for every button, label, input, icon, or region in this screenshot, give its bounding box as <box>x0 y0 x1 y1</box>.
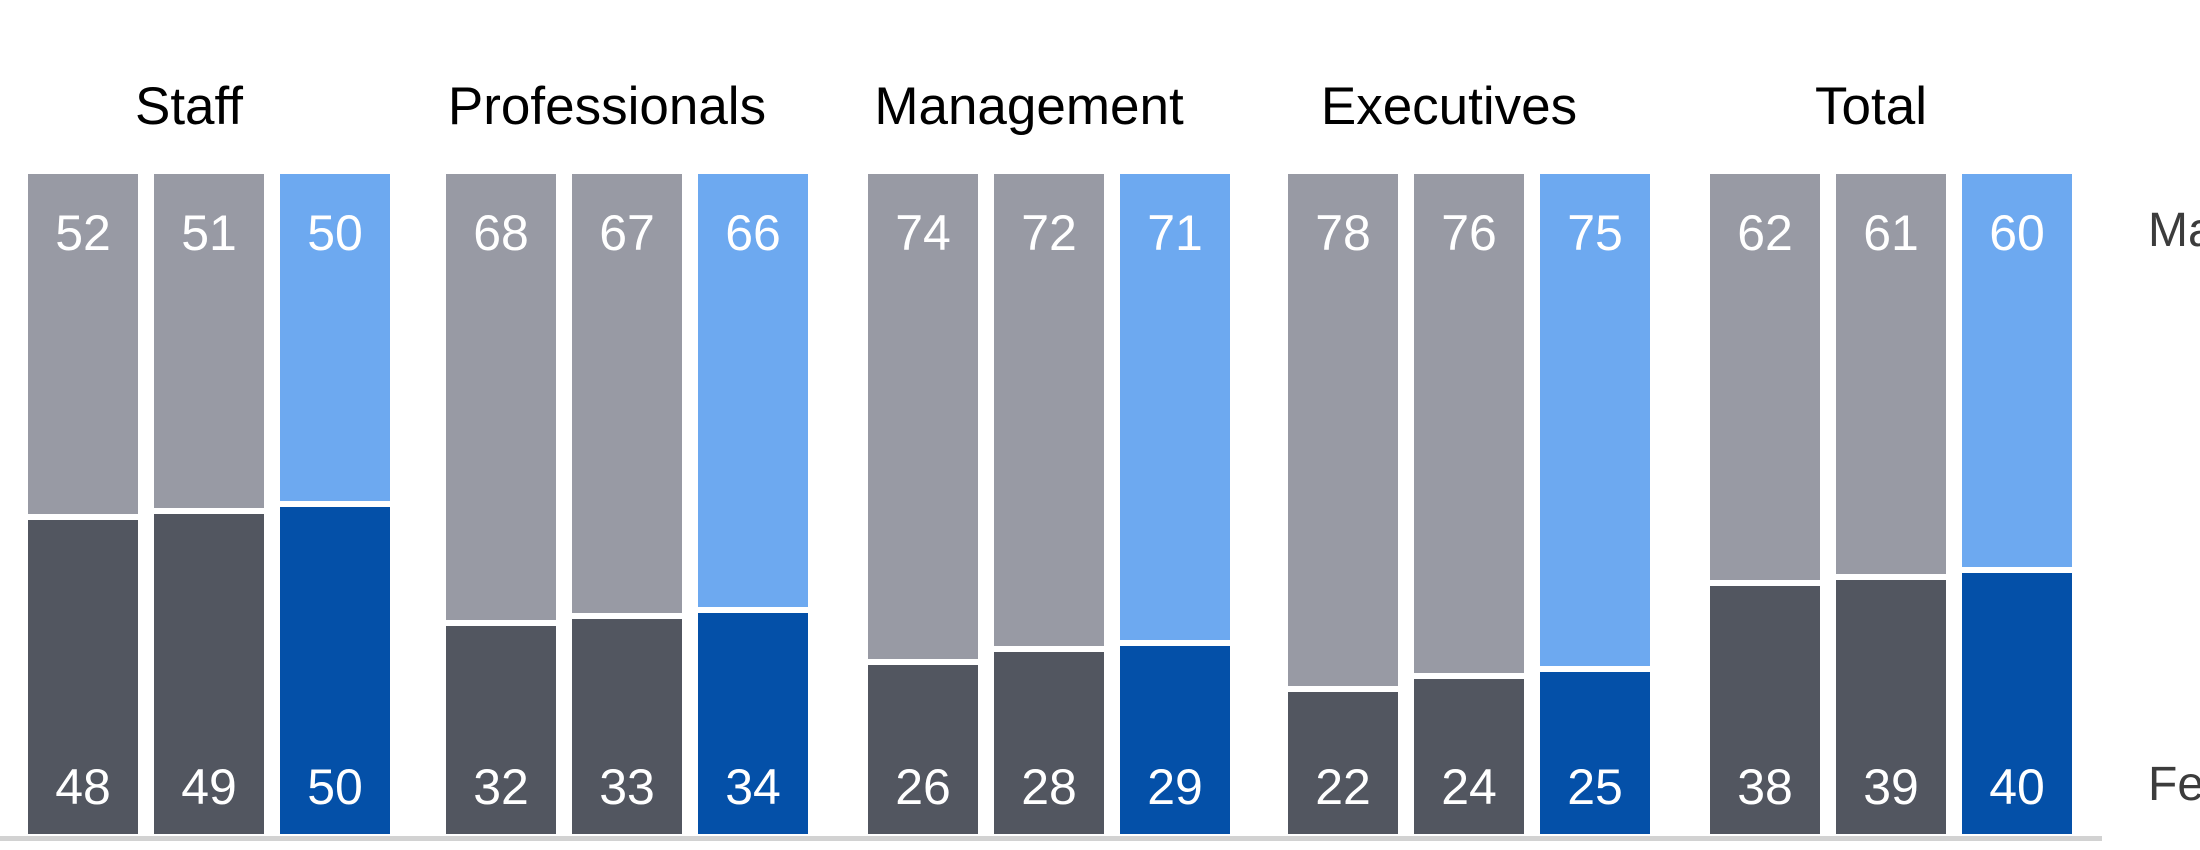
value-label-female: 49 <box>181 758 237 815</box>
category-title-staff: Staff <box>134 77 244 136</box>
value-label-female: 38 <box>1737 758 1793 815</box>
segment-female: 48 <box>28 517 138 834</box>
segment-male: 78 <box>1288 174 1398 689</box>
value-label-female: 25 <box>1567 759 1623 815</box>
value-label-female: 34 <box>725 758 781 815</box>
segment-male: 67 <box>572 174 682 617</box>
segment-male: 60 <box>1962 174 2072 570</box>
segment-female: 38 <box>1710 583 1820 834</box>
value-label-female: 26 <box>895 758 951 815</box>
segment-female: 33 <box>572 616 682 834</box>
series-label-male: Male <box>2148 204 2200 257</box>
segment-male: 72 <box>994 174 1104 650</box>
segment-male: 51 <box>154 174 264 511</box>
series-label-female: Female <box>2148 758 2200 811</box>
segment-male: 74 <box>868 174 978 663</box>
segment-male: 62 <box>1710 174 1820 584</box>
category-title-total: Total <box>1815 77 1927 136</box>
segment-female: 22 <box>1288 688 1398 834</box>
segment-female: 25 <box>1540 669 1650 834</box>
segment-male: 50 <box>280 174 390 504</box>
category-title-professionals: Professionals <box>447 77 767 136</box>
value-label-female: 48 <box>55 758 111 815</box>
value-label-male: 76 <box>1441 205 1497 261</box>
value-label-male: 75 <box>1567 205 1623 261</box>
value-label-male: 78 <box>1315 205 1371 261</box>
segment-female: 50 <box>280 504 390 834</box>
segment-male: 61 <box>1836 174 1946 577</box>
value-label-male: 68 <box>473 205 529 261</box>
value-label-male: 52 <box>55 205 111 261</box>
bar-executives-1: 78 22 <box>1288 174 1398 834</box>
bar-executives-3: 75 25 <box>1540 174 1650 834</box>
segment-female: 49 <box>154 510 264 834</box>
value-label-female: 24 <box>1441 758 1497 815</box>
value-label-female: 39 <box>1863 758 1919 815</box>
segment-female: 34 <box>698 609 808 834</box>
bar-management-1: 74 26 <box>868 174 978 834</box>
value-label-female: 22 <box>1315 758 1371 815</box>
value-label-female: 50 <box>307 759 363 815</box>
bar-management-3: 71 29 <box>1120 174 1230 834</box>
segment-male: 68 <box>446 174 556 623</box>
bar-total-3: 60 40 <box>1962 174 2072 834</box>
bar-professionals-1: 68 32 <box>446 174 556 834</box>
value-label-female: 28 <box>1021 758 1077 815</box>
segment-male: 76 <box>1414 174 1524 676</box>
bar-total-1: 62 38 <box>1710 174 1820 834</box>
category-title-management: Management <box>874 77 1184 136</box>
segment-male: 71 <box>1120 174 1230 643</box>
value-label-female: 29 <box>1147 758 1203 815</box>
category-title-executives: Executives <box>1320 77 1578 136</box>
segment-female: 28 <box>994 649 1104 834</box>
value-label-female: 32 <box>473 758 529 815</box>
bar-management-2: 72 28 <box>994 174 1104 834</box>
value-label-male: 66 <box>725 205 781 261</box>
bar-staff-2: 51 49 <box>154 174 264 834</box>
value-label-male: 60 <box>1989 205 2045 261</box>
segment-male: 75 <box>1540 174 1650 669</box>
segment-female: 26 <box>868 662 978 834</box>
segment-female: 39 <box>1836 576 1946 834</box>
segment-female: 40 <box>1962 570 2072 834</box>
x-axis-baseline <box>0 836 2102 841</box>
segment-female: 32 <box>446 622 556 834</box>
value-label-female: 33 <box>599 758 655 815</box>
bar-executives-2: 76 24 <box>1414 174 1524 834</box>
segment-male: 52 <box>28 174 138 518</box>
value-label-female: 40 <box>1989 759 2045 815</box>
segment-female: 29 <box>1120 642 1230 834</box>
value-label-male: 74 <box>895 205 951 261</box>
bar-staff-1: 52 48 <box>28 174 138 834</box>
value-label-male: 51 <box>181 205 237 261</box>
segment-male: 66 <box>698 174 808 610</box>
value-label-male: 71 <box>1147 205 1203 261</box>
value-label-male: 72 <box>1021 205 1077 261</box>
bar-total-2: 61 39 <box>1836 174 1946 834</box>
bar-staff-3: 50 50 <box>280 174 390 834</box>
segment-female: 24 <box>1414 675 1524 834</box>
value-label-male: 61 <box>1863 205 1919 261</box>
value-label-male: 50 <box>307 205 363 261</box>
bar-professionals-3: 66 34 <box>698 174 808 834</box>
value-label-male: 62 <box>1737 205 1793 261</box>
value-label-male: 67 <box>599 205 655 261</box>
bar-professionals-2: 67 33 <box>572 174 682 834</box>
